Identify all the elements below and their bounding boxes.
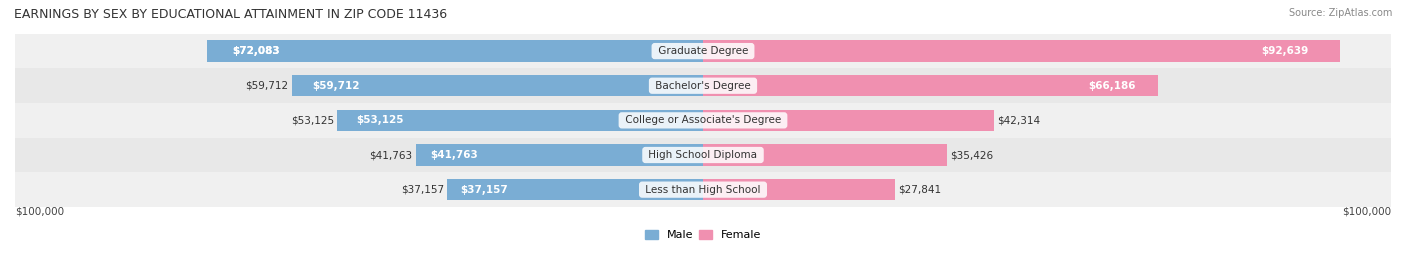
Bar (15, 68, 1391, 103)
Text: $59,712: $59,712 (312, 81, 360, 91)
Text: $53,125: $53,125 (356, 115, 404, 125)
Bar (416, 144, 703, 166)
Text: $72,083: $72,083 (232, 46, 280, 56)
Bar (292, 75, 703, 96)
Text: College or Associate's Degree: College or Associate's Degree (621, 115, 785, 125)
Bar (15, 172, 1391, 207)
Text: $35,426: $35,426 (950, 150, 993, 160)
Bar (703, 110, 994, 131)
Bar (337, 110, 703, 131)
Legend: Male, Female: Male, Female (640, 225, 766, 245)
Text: $41,763: $41,763 (430, 150, 478, 160)
Text: $41,763: $41,763 (370, 150, 412, 160)
Bar (703, 179, 894, 200)
Text: High School Diploma: High School Diploma (645, 150, 761, 160)
Text: $37,157: $37,157 (401, 185, 444, 195)
Bar (447, 179, 703, 200)
Bar (15, 138, 1391, 172)
Text: $37,157: $37,157 (460, 185, 508, 195)
Text: $100,000: $100,000 (15, 207, 65, 217)
Bar (15, 34, 1391, 68)
Text: $59,712: $59,712 (246, 81, 288, 91)
Text: Less than High School: Less than High School (643, 185, 763, 195)
Text: $42,314: $42,314 (998, 115, 1040, 125)
Text: $100,000: $100,000 (1341, 207, 1391, 217)
Text: Graduate Degree: Graduate Degree (655, 46, 751, 56)
Bar (207, 40, 703, 62)
Text: EARNINGS BY SEX BY EDUCATIONAL ATTAINMENT IN ZIP CODE 11436: EARNINGS BY SEX BY EDUCATIONAL ATTAINMEN… (14, 8, 447, 21)
Bar (15, 103, 1391, 138)
Text: Bachelor's Degree: Bachelor's Degree (652, 81, 754, 91)
Text: $72,083: $72,083 (232, 46, 280, 56)
Bar (703, 144, 946, 166)
Text: Source: ZipAtlas.com: Source: ZipAtlas.com (1288, 8, 1392, 18)
Text: $27,841: $27,841 (898, 185, 941, 195)
Text: $66,186: $66,186 (1088, 81, 1136, 91)
Text: $92,639: $92,639 (1261, 46, 1309, 56)
Bar (703, 40, 1340, 62)
Text: $53,125: $53,125 (291, 115, 335, 125)
Bar (703, 75, 1159, 96)
